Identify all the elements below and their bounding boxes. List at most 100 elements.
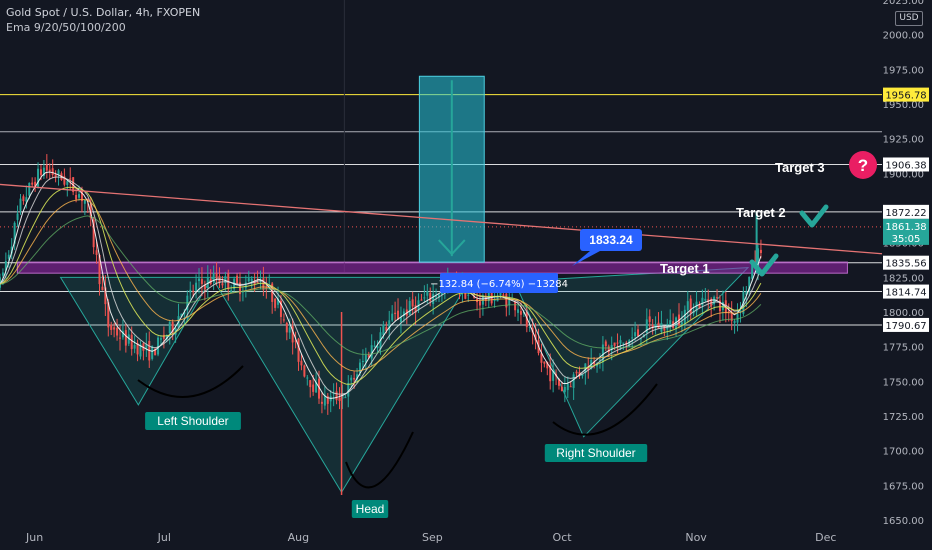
candle-body — [10, 246, 13, 254]
level-tag-2-bg — [883, 204, 929, 219]
chart-title: Gold Spot / U.S. Dollar, 4h, FXOPEN — [6, 6, 201, 19]
arc-right-shoulder — [552, 383, 658, 436]
candle-body — [432, 293, 435, 305]
annotations: Left Shoulder Head Right Shoulder Target 1 T… — [137, 151, 877, 518]
candle-body — [230, 290, 233, 293]
candle-body — [370, 345, 373, 359]
candle-body — [110, 324, 113, 330]
candle-body — [165, 335, 168, 340]
question-icon — [849, 151, 877, 179]
candle-body — [560, 386, 563, 392]
candle-body — [361, 360, 364, 362]
level-tag-4-bg — [883, 284, 929, 299]
candle-body — [373, 345, 376, 347]
countdown-tag: 35:05 — [892, 234, 921, 245]
ema-lines — [0, 171, 762, 399]
candle-body — [695, 301, 698, 312]
candle-body — [127, 334, 130, 344]
candle-body — [426, 290, 429, 296]
candle-body — [730, 312, 733, 322]
price-tick-label: 1700.00 — [883, 447, 924, 458]
candle-body — [37, 168, 40, 187]
price-tick-label: 1900.00 — [883, 169, 924, 180]
candle-body — [751, 263, 754, 279]
price-tick-label: 1675.00 — [883, 481, 924, 492]
candle-body — [435, 296, 438, 298]
currency-badge[interactable]: USD — [895, 11, 923, 26]
candle-body — [189, 289, 192, 293]
candle-body — [303, 365, 306, 377]
level-tag-5-bg — [883, 317, 929, 332]
candle-body — [704, 298, 707, 301]
candle-body — [382, 324, 385, 336]
candle-body — [496, 295, 499, 302]
candle-body — [104, 287, 107, 305]
price-tick-label: 1775.00 — [883, 343, 924, 354]
price-callout-pointer — [572, 251, 600, 266]
candle-body — [78, 194, 81, 198]
candle-body — [519, 311, 522, 315]
candle-body — [601, 344, 604, 363]
pattern-triangle-2 — [513, 267, 750, 438]
candle-body — [581, 373, 584, 376]
candle-body — [376, 346, 379, 349]
candle-body — [268, 285, 271, 288]
candle-body — [300, 360, 303, 366]
candle-body — [25, 197, 28, 202]
candle-body — [118, 337, 121, 339]
candle-body — [95, 250, 98, 255]
candle-body — [206, 277, 209, 288]
candle-body — [399, 317, 402, 323]
candle-body — [198, 278, 201, 282]
candle-body — [341, 394, 344, 399]
target-1-label: Target 1 — [660, 261, 710, 276]
candle-body — [291, 326, 294, 343]
candle-body — [101, 286, 104, 291]
candle-body — [613, 342, 616, 346]
neckline-zone-rect — [16, 261, 848, 274]
current-price-tag: 1861.38 — [885, 222, 926, 233]
candle-body — [648, 316, 651, 322]
candle-body — [364, 354, 367, 363]
ema-line-0 — [0, 171, 762, 399]
price-axis: 1650.00 1675.00 1700.00 1725.00 1750.00 1775.… — [883, 0, 932, 550]
time-tick-label: Jun — [25, 531, 43, 544]
label-head-box — [351, 500, 389, 518]
candle-body — [136, 343, 139, 355]
candle-body — [274, 298, 277, 308]
candle-body — [663, 326, 666, 331]
candle-body — [593, 361, 596, 365]
candle-body — [467, 294, 470, 296]
candle-body — [66, 181, 69, 185]
candle-body — [113, 327, 116, 330]
indicator-legend[interactable]: Ema 9/20/50/100/200 — [6, 21, 126, 34]
candle-body — [563, 386, 566, 392]
candle-body — [323, 395, 326, 406]
candle-body — [721, 301, 724, 311]
candle-body — [414, 305, 417, 313]
candle-body — [285, 322, 288, 333]
candle-body — [748, 276, 751, 292]
candle-body — [502, 294, 505, 296]
candle-body — [183, 312, 186, 315]
candle-body — [698, 304, 701, 309]
candle-body — [388, 320, 391, 331]
candle-body — [282, 319, 285, 321]
candle-body — [48, 169, 51, 172]
candle-body — [7, 254, 10, 259]
candle-body — [514, 301, 517, 311]
candle-body — [277, 298, 280, 305]
candle-body — [212, 273, 215, 282]
candle-body — [367, 354, 370, 358]
candle-body — [552, 370, 555, 381]
candle-body — [394, 312, 397, 314]
candle-body — [385, 327, 388, 331]
ema-line-3 — [0, 198, 762, 372]
candle-body — [28, 183, 31, 196]
candle-body — [250, 278, 253, 282]
candle-body — [39, 169, 42, 175]
candle-body — [634, 332, 637, 337]
candle-body — [13, 222, 16, 244]
arc-head — [345, 431, 414, 489]
